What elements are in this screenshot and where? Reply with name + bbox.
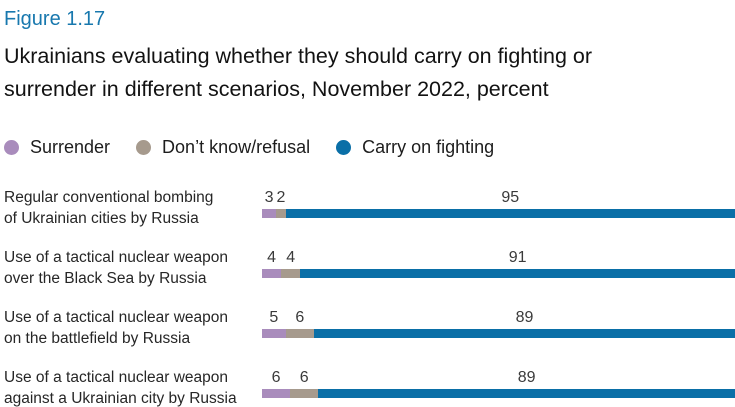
category-label: Use of a tactical nuclear weapon on the b… [4, 307, 262, 349]
value-label: 89 [515, 309, 534, 326]
bar-fill [290, 389, 319, 398]
bar-fill [262, 209, 277, 218]
legend-label-surrender: Surrender [30, 137, 111, 157]
bar-segment-surrender: 3 [262, 187, 277, 218]
bar-segment-don-t-know-refusal: 6 [290, 367, 319, 398]
value-label: 91 [508, 249, 527, 266]
chart-title-line-1: Ukrainians evaluating whether they shoul… [4, 44, 592, 68]
value-label: 2 [276, 189, 286, 206]
figure-label: Figure 1.17 [4, 8, 106, 30]
chart-row: Use of a tactical nuclear weapon over the… [4, 247, 735, 289]
value-label: 3 [264, 189, 274, 206]
stacked-bar: 4 4 91 [262, 247, 735, 278]
legend-item-dont-know: Don’t know/refusal [136, 137, 310, 158]
value-label: 6 [299, 369, 309, 386]
legend-item-carry-on-fighting: Carry on fighting [336, 137, 494, 158]
surrender-swatch-icon [4, 140, 19, 155]
bar-segment-surrender: 4 [262, 247, 282, 278]
category-label: Regular conventional bombing of Ukrainian… [4, 187, 262, 229]
value-label: 6 [295, 309, 305, 326]
bar-segment-don-t-know-refusal: 4 [281, 247, 301, 278]
legend-label-carry-on-fighting: Carry on fighting [362, 137, 495, 157]
bar-fill [300, 269, 735, 278]
stacked-bar: 5 6 89 [262, 307, 735, 338]
bar-fill [318, 389, 735, 398]
bar-fill [314, 329, 735, 338]
legend: Surrender Don’t know/refusal Carry on fi… [4, 137, 735, 158]
category-label-line: on the battlefield by Russia [4, 330, 191, 347]
value-label: 6 [271, 369, 281, 386]
category-label: Use of a tactical nuclear weapon over the… [4, 247, 262, 289]
value-label: 4 [286, 249, 296, 266]
legend-label-dont-know: Don’t know/refusal [162, 137, 311, 157]
category-label-line: against a Ukrainian city by Russia [4, 390, 237, 407]
category-label-line: Use of a tactical nuclear weapon [4, 309, 229, 326]
bar-fill [285, 209, 735, 218]
chart-rows: Regular conventional bombing of Ukrainian… [4, 187, 735, 407]
bar-segment-carry-on-fighting: 89 [318, 367, 735, 398]
dont-know-swatch-icon [136, 140, 152, 155]
category-label-line: Use of a tactical nuclear weapon [4, 249, 229, 266]
stacked-bar: 3 2 95 [262, 187, 735, 218]
chart-title-line-2: surrender in different scenarios, Novemb… [4, 77, 549, 101]
bar-segment-don-t-know-refusal: 6 [285, 307, 315, 338]
chart-row: Use of a tactical nuclear weapon against … [4, 367, 735, 407]
category-label-line: Use of a tactical nuclear weapon [4, 369, 229, 386]
chart-row: Regular conventional bombing of Ukrainian… [4, 187, 735, 229]
bar-segment-surrender: 6 [262, 367, 291, 398]
value-label: 89 [517, 369, 536, 386]
bar-fill [262, 389, 291, 398]
bar-fill [262, 269, 282, 278]
bar-segment-carry-on-fighting: 89 [314, 307, 735, 338]
chart-row: Use of a tactical nuclear weapon on the b… [4, 307, 735, 349]
bar-fill [262, 329, 286, 338]
category-label-line: Regular conventional bombing [4, 189, 214, 206]
category-label-line: over the Black Sea by Russia [4, 270, 207, 287]
bar-segment-don-t-know-refusal: 2 [276, 187, 286, 218]
chart-title: Ukrainians evaluating whether they shoul… [4, 40, 735, 106]
bar-segment-carry-on-fighting: 91 [300, 247, 735, 278]
category-label-line: of Ukrainian cities by Russia [4, 210, 199, 227]
bar-fill [285, 329, 315, 338]
bar-segment-surrender: 5 [262, 307, 286, 338]
carry-on-fighting-swatch-icon [336, 140, 352, 155]
value-label: 5 [269, 309, 279, 326]
category-label: Use of a tactical nuclear weapon against … [4, 367, 262, 407]
bar-fill [276, 209, 286, 218]
value-label: 4 [267, 249, 276, 266]
legend-item-surrender: Surrender [4, 137, 110, 158]
stacked-bar: 6 6 89 [262, 367, 735, 398]
bar-fill [281, 269, 301, 278]
bar-segment-carry-on-fighting: 95 [285, 187, 735, 218]
value-label: 95 [501, 189, 520, 206]
